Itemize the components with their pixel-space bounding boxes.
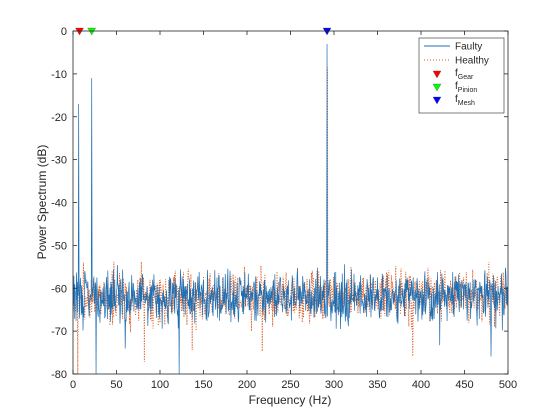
legend-gear-symbol: f <box>455 68 458 79</box>
legend-box <box>418 37 505 114</box>
x-axis-title: Frequency (Hz) <box>249 393 332 407</box>
legend-pinion-marker <box>432 83 442 92</box>
healthy-series-path <box>73 67 508 374</box>
legend-pinion-subscript: Pinion <box>458 87 478 94</box>
legend-mesh-subscript: Mesh <box>458 100 475 107</box>
faulty-series-path <box>73 43 508 374</box>
y-tick-label: -20 <box>51 112 67 124</box>
legend-healthy-label: Healthy <box>455 56 489 67</box>
x-tick-label: 300 <box>325 379 343 391</box>
marker-gear <box>75 27 84 36</box>
x-tick-label: 150 <box>194 379 212 391</box>
legend-mesh-symbol: f <box>455 94 458 105</box>
y-tick-label: -10 <box>51 69 67 81</box>
legend-faulty-label: Faulty <box>455 42 482 53</box>
legend-mesh-marker <box>432 96 442 105</box>
x-tick-label: 400 <box>412 379 430 391</box>
x-tick-label: 350 <box>368 379 386 391</box>
y-tick-label: -30 <box>51 155 67 167</box>
legend-gear-marker <box>432 70 442 79</box>
y-tick-label: -60 <box>51 283 67 295</box>
x-tick-label: 250 <box>281 379 299 391</box>
faulty-series-line <box>73 43 508 374</box>
y-tick-label: 0 <box>61 26 67 38</box>
marker-mesh <box>322 27 332 36</box>
y-axis-title: Power Spectrum (dB) <box>35 145 49 260</box>
y-tick-label: -40 <box>51 198 67 210</box>
x-tick-label: 50 <box>110 379 122 391</box>
legend-gear-label: fGear <box>455 68 474 81</box>
x-tick-label: 200 <box>238 379 256 391</box>
x-tick-label: 500 <box>499 379 517 391</box>
legend-gear-subscript: Gear <box>458 74 474 81</box>
x-tick-label: 100 <box>151 379 169 391</box>
marker-pinion <box>87 27 96 36</box>
legend: Faulty Healthy fGear fPinion fMesh <box>418 37 505 114</box>
y-axis: 0 -10 -20 -30 -40 -50 -60 -70 -80 <box>51 26 508 381</box>
x-tick-label: 450 <box>455 379 473 391</box>
legend-mesh-label: fMesh <box>455 94 475 107</box>
y-tick-label: -80 <box>51 369 67 381</box>
frequency-markers <box>75 27 332 36</box>
healthy-series-line <box>73 67 508 374</box>
x-axis: 0 50 100 150 200 250 300 350 400 450 500 <box>70 31 517 391</box>
y-tick-label: -50 <box>51 240 67 252</box>
y-tick-label: -70 <box>51 326 67 338</box>
x-tick-label: 0 <box>70 379 76 391</box>
legend-pinion-symbol: f <box>455 81 458 92</box>
legend-pinion-label: fPinion <box>455 81 477 94</box>
